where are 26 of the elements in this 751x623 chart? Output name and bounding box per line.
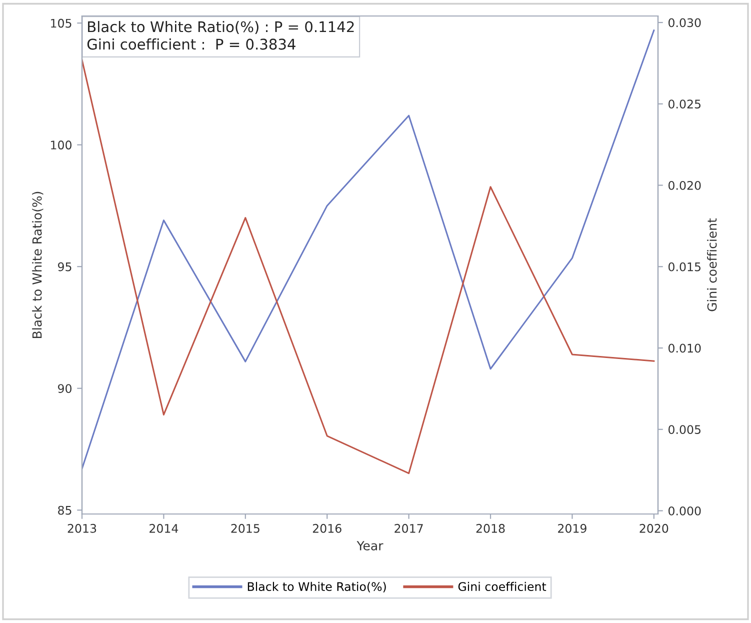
y-tick-label: 90 (58, 384, 72, 393)
legend-label: Gini coefficient (458, 582, 546, 592)
y-axis-title: Black to White Ratio(%) (32, 192, 44, 338)
y-tick-label: 100 (51, 140, 72, 150)
x-tick-label: 2018 (476, 524, 505, 533)
annotation: Black to White Ratio(%) : P = 0.1142 Gini coefficient : P = 0.3834 (87, 20, 354, 50)
y2-tick-label: 0.030 (668, 18, 701, 28)
y2-tick-label: 0.000 (668, 506, 701, 516)
x-tick-label: 2019 (558, 524, 586, 533)
y2-tick-label: 0.020 (668, 180, 701, 190)
x-tick-label: 2015 (231, 524, 260, 533)
y2-tick-label: 0.010 (668, 344, 701, 353)
x-tick-label: 2014 (150, 524, 178, 533)
y-tick-label: 95 (58, 262, 72, 272)
y2-axis-title: Gini coefficient (707, 218, 717, 312)
x-tick-label: 2017 (394, 524, 423, 533)
y-tick-label: 105 (51, 18, 72, 28)
y2-tick-label: 0.025 (668, 100, 700, 109)
legend-label: Black to White Ratio(%) (248, 582, 386, 592)
x-tick-label: 2013 (68, 524, 96, 533)
y-tick-label: 85 (58, 506, 72, 515)
y2-tick-label: 0.005 (668, 425, 700, 434)
y2-tick-label: 0.015 (668, 262, 700, 272)
x-axis-title: Year (356, 541, 384, 550)
x-tick-label: 2020 (640, 524, 668, 533)
x-tick-label: 2016 (312, 524, 342, 533)
